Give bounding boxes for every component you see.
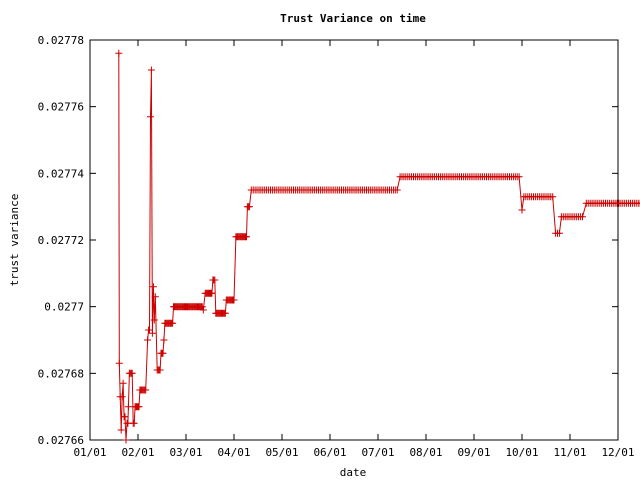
- data-point-marker: [147, 66, 155, 74]
- x-tick-label: 08/01: [409, 446, 442, 459]
- x-axis-label: date: [340, 466, 367, 479]
- data-point-marker: [151, 293, 159, 301]
- data-point-marker: [160, 336, 168, 344]
- y-tick-label: 0.02766: [38, 434, 84, 447]
- x-axis-ticks: 01/01 02/01 03/01 04/01 05/01 06/01 07/01 08/01…: [73, 40, 635, 459]
- data-point-marker: [146, 326, 153, 334]
- data-point-marker: [245, 203, 253, 211]
- y-tick-label: 0.02772: [38, 234, 84, 247]
- y-tick-label: 0.02768: [38, 367, 84, 380]
- data-point-marker: [159, 349, 167, 357]
- data-point-marker: [156, 366, 164, 374]
- data-point-marker: [211, 276, 219, 284]
- x-tick-label: 02/01: [121, 446, 154, 459]
- x-tick-label: 10/01: [505, 446, 538, 459]
- data-point-marker: [150, 316, 158, 324]
- data-point-marker: [221, 309, 229, 317]
- y-tick-label: 0.0277: [44, 301, 84, 314]
- data-point-marker: [130, 419, 138, 427]
- data-point-marker: [117, 426, 125, 434]
- data-point-marker: [208, 289, 216, 297]
- data-point-marker: [230, 296, 238, 304]
- data-point-marker: [549, 193, 557, 201]
- x-tick-label: 07/01: [361, 446, 394, 459]
- data-point-marker: [393, 186, 401, 194]
- x-tick-label: 05/01: [265, 446, 298, 459]
- data-point-marker: [147, 113, 154, 121]
- y-axis-label: trust variance: [8, 194, 21, 287]
- y-tick-label: 0.02774: [38, 167, 85, 180]
- y-tick-label: 0.02778: [38, 34, 84, 47]
- x-tick-label: 01/01: [73, 446, 106, 459]
- y-axis-ticks: 0.02766 0.02768 0.0277 0.02772 0.02774 0.0277…: [38, 34, 618, 447]
- data-point-marker: [118, 393, 126, 401]
- x-tick-label: 06/01: [313, 446, 346, 459]
- data-point-marker: [198, 303, 206, 311]
- series-markers: [115, 49, 640, 444]
- data-point-marker: [555, 229, 563, 237]
- data-point-marker: [115, 359, 123, 367]
- x-tick-label: 12/01: [601, 446, 634, 459]
- data-point-marker: [121, 413, 129, 421]
- data-point-marker: [124, 403, 132, 411]
- data-point-marker: [243, 233, 250, 241]
- x-tick-label: 09/01: [457, 446, 490, 459]
- y-tick-label: 0.02776: [38, 101, 84, 114]
- data-point-marker: [149, 283, 157, 291]
- data-point-marker: [144, 336, 152, 344]
- data-point-marker: [122, 436, 130, 444]
- data-point-marker: [636, 199, 640, 207]
- x-tick-label: 04/01: [217, 446, 250, 459]
- chart-title: Trust Variance on time: [280, 12, 426, 25]
- data-point-marker: [169, 319, 177, 327]
- data-point-marker: [142, 386, 150, 394]
- series-line: [118, 53, 640, 441]
- data-point-marker: [119, 379, 127, 387]
- x-tick-label: 03/01: [169, 446, 202, 459]
- data-point-marker: [518, 206, 526, 214]
- data-point-marker: [135, 403, 143, 411]
- data-point-marker: [115, 49, 123, 57]
- x-tick-label: 11/01: [553, 446, 586, 459]
- data-point-marker: [579, 213, 586, 221]
- data-point-marker: [515, 173, 523, 181]
- plot-frame: [89, 39, 619, 441]
- data-point-marker: [199, 306, 207, 314]
- data-point-marker: [128, 369, 136, 377]
- data-point-marker: [148, 329, 156, 337]
